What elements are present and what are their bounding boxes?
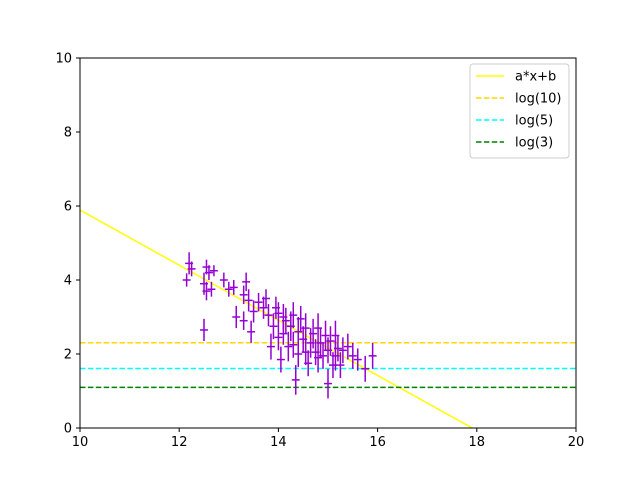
data-point (326, 326, 335, 356)
data-point (249, 300, 258, 323)
data-point (182, 273, 191, 287)
data-point (232, 305, 241, 329)
y-tick-label: 8 (64, 126, 72, 141)
legend-label: log(5) (515, 114, 553, 129)
y-tick-label: 2 (64, 348, 72, 363)
data-point (207, 281, 216, 297)
data-point (319, 342, 328, 369)
data-point (361, 355, 370, 382)
data-point (239, 285, 248, 305)
data-point (276, 346, 285, 373)
x-tick-label: 14 (270, 435, 287, 450)
data-point (229, 280, 238, 295)
data-point (343, 333, 352, 360)
data-point (289, 331, 298, 358)
x-tick-label: 12 (171, 435, 188, 450)
x-tick-label: 16 (369, 435, 386, 450)
data-point (202, 281, 211, 301)
data-point (368, 342, 377, 369)
axes: 10 12 14 16 18 20 0 2 4 6 8 10 (55, 52, 584, 451)
data-point (324, 368, 332, 399)
data-point (281, 307, 290, 334)
data-point (224, 281, 233, 297)
data-point (309, 318, 318, 349)
legend-label: a*x+b (515, 70, 556, 85)
plot-area (80, 209, 576, 428)
data-point (274, 302, 283, 325)
data-point (254, 292, 263, 312)
data-point (296, 305, 305, 332)
data-point (353, 348, 362, 371)
data-point (338, 337, 347, 364)
data-point (262, 289, 270, 308)
data-point (336, 352, 345, 379)
data-point (291, 365, 300, 395)
axes-frame (79, 57, 577, 429)
data-point (294, 341, 303, 367)
data-point (304, 350, 313, 377)
data-point (242, 272, 251, 292)
data-point (348, 342, 357, 369)
data-point (266, 333, 275, 360)
data-point (219, 272, 228, 288)
data-point (321, 320, 330, 351)
data-point (264, 304, 273, 327)
data-point (284, 331, 293, 362)
data-point (269, 313, 278, 340)
data-point (301, 313, 310, 343)
data-point (209, 265, 218, 277)
data-point (244, 289, 253, 312)
x-tick-label: 18 (469, 435, 486, 450)
data-point (333, 335, 342, 362)
y-tick-label: 0 (64, 422, 72, 437)
y-tick-label: 10 (55, 52, 72, 67)
data-point (204, 265, 213, 280)
y-tick-label: 4 (64, 274, 72, 289)
data-point (187, 261, 196, 277)
data-point (247, 320, 256, 343)
legend: a*x+b log(10) log(5) log(3) (469, 63, 570, 159)
x-tick-label: 20 (568, 435, 585, 450)
y-tick-label: 6 (64, 200, 72, 215)
legend-box (469, 63, 570, 159)
x-tick-label: 10 (72, 435, 89, 450)
legend-label: log(10) (515, 92, 562, 107)
data-point (274, 324, 283, 351)
data-point (289, 302, 298, 329)
data-point (239, 311, 248, 330)
data-point (200, 318, 208, 342)
legend-label: log(3) (515, 136, 553, 151)
